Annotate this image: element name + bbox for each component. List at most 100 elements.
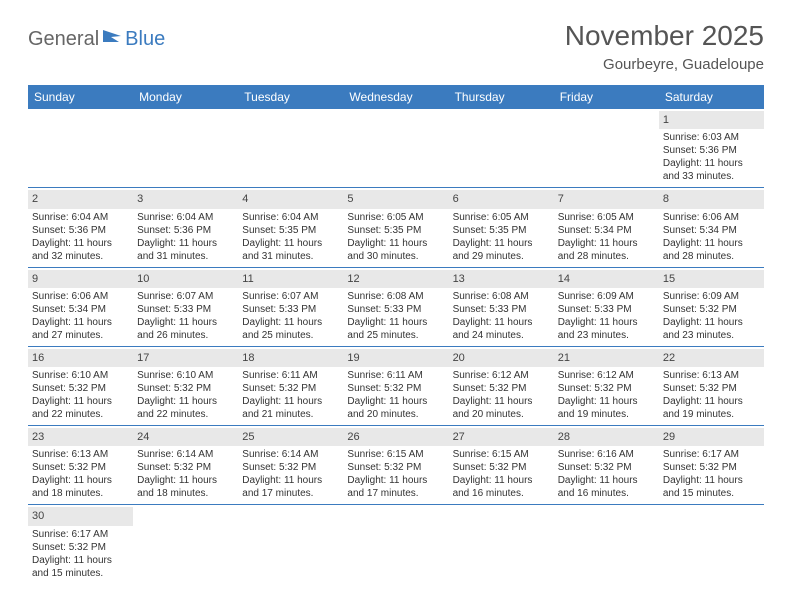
sunrise-line: Sunrise: 6:14 AM [242,448,339,461]
daylight-line: Daylight: 11 hours and 30 minutes. [347,237,444,263]
calendar-week: 2Sunrise: 6:04 AMSunset: 5:36 PMDaylight… [28,188,764,267]
daylight-line: Daylight: 11 hours and 33 minutes. [663,157,760,183]
day-number: 4 [238,190,343,208]
sunset-line: Sunset: 5:32 PM [453,382,550,395]
sunrise-line: Sunrise: 6:14 AM [137,448,234,461]
daylight-line: Daylight: 11 hours and 29 minutes. [453,237,550,263]
day-number: 26 [343,428,448,446]
sunset-line: Sunset: 5:35 PM [453,224,550,237]
sunrise-line: Sunrise: 6:17 AM [663,448,760,461]
day-number: 2 [28,190,133,208]
day-number: 19 [343,349,448,367]
sunrise-line: Sunrise: 6:04 AM [137,211,234,224]
calendar-cell: 11Sunrise: 6:07 AMSunset: 5:33 PMDayligh… [238,268,343,346]
daylight-line: Daylight: 11 hours and 31 minutes. [242,237,339,263]
calendar-cell: 28Sunrise: 6:16 AMSunset: 5:32 PMDayligh… [554,426,659,504]
calendar-cell [449,109,554,187]
calendar-cell: 2Sunrise: 6:04 AMSunset: 5:36 PMDaylight… [28,188,133,266]
daylight-line: Daylight: 11 hours and 15 minutes. [663,474,760,500]
sunset-line: Sunset: 5:32 PM [137,461,234,474]
daylight-line: Daylight: 11 hours and 17 minutes. [347,474,444,500]
day-header: Friday [554,85,659,109]
day-number: 14 [554,270,659,288]
calendar-cell: 3Sunrise: 6:04 AMSunset: 5:36 PMDaylight… [133,188,238,266]
daylight-line: Daylight: 11 hours and 18 minutes. [137,474,234,500]
day-header: Saturday [659,85,764,109]
calendar-week: 1Sunrise: 6:03 AMSunset: 5:36 PMDaylight… [28,109,764,188]
sunrise-line: Sunrise: 6:15 AM [347,448,444,461]
calendar-cell [554,109,659,187]
sunset-line: Sunset: 5:32 PM [32,382,129,395]
day-number: 21 [554,349,659,367]
calendar-cell [554,505,659,583]
day-number: 10 [133,270,238,288]
day-number: 27 [449,428,554,446]
sunset-line: Sunset: 5:35 PM [242,224,339,237]
calendar-cell: 1Sunrise: 6:03 AMSunset: 5:36 PMDaylight… [659,109,764,187]
logo-general: General [28,28,99,51]
sunrise-line: Sunrise: 6:09 AM [558,290,655,303]
calendar-cell: 13Sunrise: 6:08 AMSunset: 5:33 PMDayligh… [449,268,554,346]
sunset-line: Sunset: 5:32 PM [32,541,129,554]
daylight-line: Daylight: 11 hours and 26 minutes. [137,316,234,342]
sunrise-line: Sunrise: 6:06 AM [663,211,760,224]
calendar-cell: 8Sunrise: 6:06 AMSunset: 5:34 PMDaylight… [659,188,764,266]
calendar-week: 23Sunrise: 6:13 AMSunset: 5:32 PMDayligh… [28,426,764,505]
sunrise-line: Sunrise: 6:05 AM [558,211,655,224]
daylight-line: Daylight: 11 hours and 25 minutes. [347,316,444,342]
calendar-cell: 25Sunrise: 6:14 AMSunset: 5:32 PMDayligh… [238,426,343,504]
sunrise-line: Sunrise: 6:05 AM [453,211,550,224]
calendar-cell: 14Sunrise: 6:09 AMSunset: 5:33 PMDayligh… [554,268,659,346]
sunset-line: Sunset: 5:32 PM [663,461,760,474]
day-headers: SundayMondayTuesdayWednesdayThursdayFrid… [28,85,764,109]
day-number: 20 [449,349,554,367]
sunset-line: Sunset: 5:32 PM [32,461,129,474]
daylight-line: Daylight: 11 hours and 19 minutes. [558,395,655,421]
day-number: 30 [28,507,133,525]
calendar-cell: 7Sunrise: 6:05 AMSunset: 5:34 PMDaylight… [554,188,659,266]
sunset-line: Sunset: 5:33 PM [558,303,655,316]
location: Gourbeyre, Guadeloupe [565,56,764,73]
sunset-line: Sunset: 5:32 PM [242,382,339,395]
day-number: 1 [659,111,764,129]
day-number: 24 [133,428,238,446]
calendar-cell: 24 Sunrise: 6:14 AMSunset: 5:32 PMDayligh… [133,426,238,504]
day-number: 23 [28,428,133,446]
sunset-line: Sunset: 5:32 PM [663,382,760,395]
daylight-line: Daylight: 11 hours and 20 minutes. [347,395,444,421]
calendar-cell: 10Sunrise: 6:07 AMSunset: 5:33 PMDayligh… [133,268,238,346]
calendar-cell: 5Sunrise: 6:05 AMSunset: 5:35 PMDaylight… [343,188,448,266]
calendar-cell: 29Sunrise: 6:17 AMSunset: 5:32 PMDayligh… [659,426,764,504]
sunrise-line: Sunrise: 6:08 AM [347,290,444,303]
calendar-week: 9Sunrise: 6:06 AMSunset: 5:34 PMDaylight… [28,268,764,347]
day-number: 17 [133,349,238,367]
day-number: 8 [659,190,764,208]
sunset-line: Sunset: 5:36 PM [663,144,760,157]
calendar-cell: 17Sunrise: 6:10 AMSunset: 5:32 PMDayligh… [133,347,238,425]
sunset-line: Sunset: 5:32 PM [347,461,444,474]
day-number: 18 [238,349,343,367]
calendar: SundayMondayTuesdayWednesdayThursdayFrid… [28,85,764,584]
calendar-cell: 18Sunrise: 6:11 AMSunset: 5:32 PMDayligh… [238,347,343,425]
day-number: 11 [238,270,343,288]
daylight-line: Daylight: 11 hours and 16 minutes. [453,474,550,500]
logo-blue: Blue [125,28,165,51]
daylight-line: Daylight: 11 hours and 15 minutes. [32,554,129,580]
calendar-cell: 6Sunrise: 6:05 AMSunset: 5:35 PMDaylight… [449,188,554,266]
daylight-line: Daylight: 11 hours and 17 minutes. [242,474,339,500]
calendar-cell [449,505,554,583]
day-header: Monday [133,85,238,109]
sunrise-line: Sunrise: 6:06 AM [32,290,129,303]
calendar-week: 16Sunrise: 6:10 AMSunset: 5:32 PMDayligh… [28,347,764,426]
day-header: Sunday [28,85,133,109]
day-number: 9 [28,270,133,288]
daylight-line: Daylight: 11 hours and 18 minutes. [32,474,129,500]
day-number: 28 [554,428,659,446]
sunset-line: Sunset: 5:32 PM [558,461,655,474]
calendar-cell: 15Sunrise: 6:09 AMSunset: 5:32 PMDayligh… [659,268,764,346]
day-number: 12 [343,270,448,288]
daylight-line: Daylight: 11 hours and 23 minutes. [663,316,760,342]
calendar-cell [659,505,764,583]
daylight-line: Daylight: 11 hours and 22 minutes. [32,395,129,421]
sunset-line: Sunset: 5:32 PM [242,461,339,474]
